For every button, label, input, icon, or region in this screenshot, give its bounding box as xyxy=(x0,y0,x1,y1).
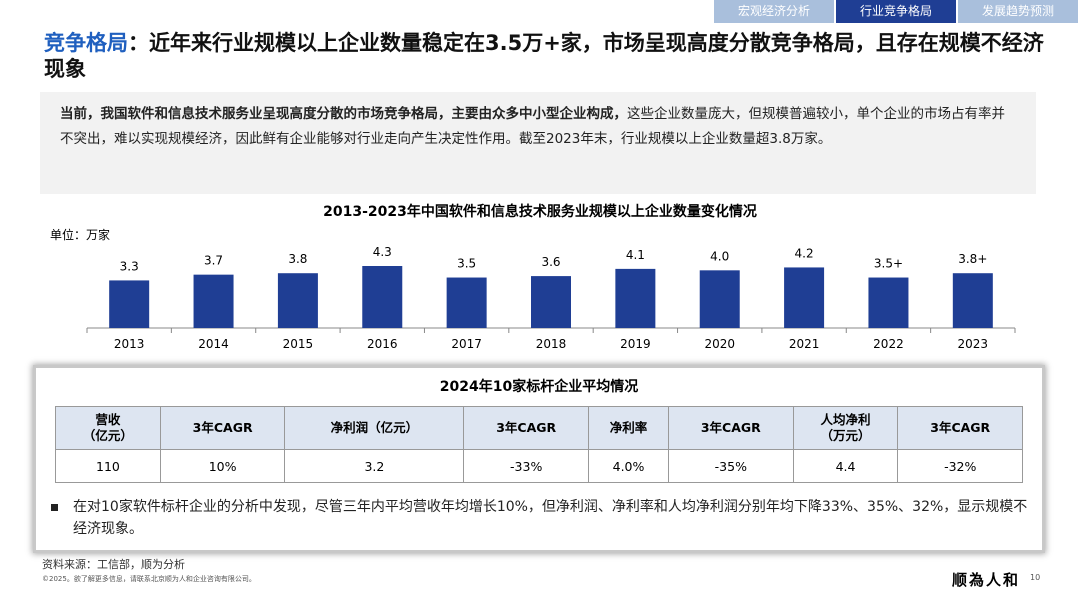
bar xyxy=(362,266,403,328)
value-label: 3.8+ xyxy=(958,252,987,266)
bar xyxy=(784,267,825,328)
x-tick-label: 2019 xyxy=(620,337,651,351)
table: 营收 （亿元） 3年CAGR 净利润（亿元） 3年CAGR 净利率 3年CAGR 人均净利 … xyxy=(55,406,1023,483)
title-highlight: 竞争格局 xyxy=(44,31,128,55)
bullet-note: 在对10家软件标杆企业的分析中发现，尽管三年内平均营收年均增长10%，但净利润、… xyxy=(51,496,1033,540)
table-cell: 10% xyxy=(159,449,286,483)
bar xyxy=(109,280,150,328)
logo: 顺為人和 xyxy=(952,571,1021,589)
table-cell: 110 xyxy=(55,449,161,483)
page-number: 10 xyxy=(1030,573,1041,582)
table-cell: 3.2 xyxy=(284,449,465,483)
table-cell: -35% xyxy=(668,449,794,483)
x-tick-label: 2017 xyxy=(451,337,482,351)
value-label: 4.2 xyxy=(795,246,814,260)
bar xyxy=(446,277,487,328)
value-label: 3.5+ xyxy=(874,257,903,271)
value-label: 4.1 xyxy=(626,248,645,262)
bar xyxy=(277,273,318,328)
value-label: 3.3 xyxy=(120,259,139,273)
nav-tab[interactable]: 宏观经济分析 xyxy=(714,0,834,23)
x-tick-label: 2023 xyxy=(958,337,989,351)
x-tick-label: 2016 xyxy=(367,337,398,351)
value-label: 3.7 xyxy=(204,254,223,268)
bar xyxy=(531,276,571,328)
table-cell: -32% xyxy=(897,449,1023,483)
nav-tab[interactable]: 行业竞争格局 xyxy=(836,0,956,23)
nav-tabs: 宏观经济分析 行业竞争格局 发展趋势预测 xyxy=(712,0,1078,23)
x-tick-label: 2020 xyxy=(704,337,735,351)
table-cell: 4.4 xyxy=(792,449,899,483)
bar xyxy=(193,274,234,328)
bar xyxy=(699,270,740,328)
chart: 2013-2023年中国软件和信息技术服务业规模以上企业数量变化情况 单位：万家… xyxy=(50,203,1016,351)
x-tick-label: 2013 xyxy=(114,337,145,351)
value-label: 3.5 xyxy=(457,257,476,271)
table-header: 人均净利 （万元） xyxy=(792,406,899,450)
intro-box: 当前，我国软件和信息技术服务业呈现高度分散的市场竞争格局，主要由众多中小型企业构… xyxy=(40,92,1036,194)
table-header: 净利率 xyxy=(587,406,670,450)
table-header: 3年CAGR xyxy=(897,406,1023,450)
table-header: 净利润（亿元） xyxy=(284,406,465,450)
value-label: 3.8 xyxy=(288,252,307,266)
table-cell: 4.0% xyxy=(587,449,670,483)
intro-bold: 当前，我国软件和信息技术服务业呈现高度分散的市场竞争格局，主要由众多中小型企业构… xyxy=(60,106,627,122)
value-label: 4.3 xyxy=(373,245,392,259)
nav-tab[interactable]: 发展趋势预测 xyxy=(958,0,1078,23)
x-tick-label: 2015 xyxy=(283,337,314,351)
value-label: 4.0 xyxy=(710,249,729,263)
intro-text: 这些企业数量庞大，但规模普遍较小，单个企业的市场占有率并不突出，难以实现规模经济… xyxy=(60,106,1005,147)
title-text: ：近年来行业规模以上企业数量稳定在3.5万+家，市场呈现高度分散竞争格局，且存在… xyxy=(44,31,1044,81)
slide-title: 竞争格局：近年来行业规模以上企业数量稳定在3.5万+家，市场呈现高度分散竞争格局… xyxy=(44,30,1044,82)
x-tick-label: 2021 xyxy=(789,337,820,351)
unit-label: 单位：万家 xyxy=(50,227,110,242)
table-header: 营收 （亿元） xyxy=(55,406,161,450)
table-cell: -33% xyxy=(463,449,589,483)
x-tick-label: 2018 xyxy=(536,337,567,351)
table-header: 3年CAGR xyxy=(159,406,286,450)
x-tick-label: 2022 xyxy=(873,337,904,351)
table-header: 3年CAGR xyxy=(668,406,794,450)
table-panel: 2024年10家标杆企业平均情况 营收 （亿元） 3年CAGR 净利润（亿元） 3年C… xyxy=(36,368,1042,550)
x-tick-label: 2014 xyxy=(198,337,229,351)
bar xyxy=(868,277,909,328)
chart-title: 2013-2023年中国软件和信息技术服务业规模以上企业数量变化情况 xyxy=(323,203,757,220)
source: 资料来源：工信部，顺为分析 xyxy=(42,558,185,571)
value-label: 3.6 xyxy=(541,255,560,269)
bar xyxy=(615,268,656,328)
bar xyxy=(952,273,993,328)
copyright: ©2025。欲了解更多信息，请联系北京顺为人和企业咨询有限公司。 xyxy=(42,575,256,583)
table-header: 3年CAGR xyxy=(463,406,589,450)
table-title: 2024年10家标杆企业平均情况 xyxy=(439,379,639,395)
table-row: 110 10% 3.2 -33% 4.0% -35% 4.4 -32% xyxy=(55,449,1023,483)
